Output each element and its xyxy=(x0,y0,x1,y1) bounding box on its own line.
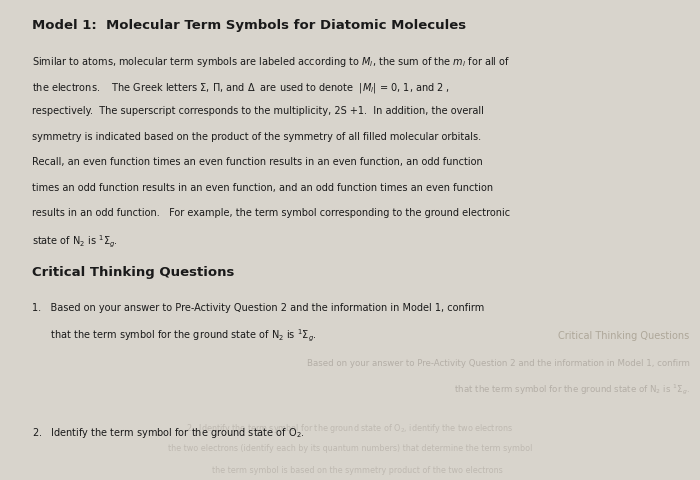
Text: the electrons.    The Greek letters $\Sigma$, $\Pi$, and $\Delta$  are used to d: the electrons. The Greek letters $\Sigma… xyxy=(32,81,449,95)
Text: 2.   Identify the term symbol for the ground state of O$_2$.: 2. Identify the term symbol for the grou… xyxy=(32,425,304,439)
Text: 2.  Identify the term symbol for the ground state of O$_2$, identify the two ele: 2. Identify the term symbol for the grou… xyxy=(186,421,514,434)
Text: Critical Thinking Questions: Critical Thinking Questions xyxy=(559,330,690,340)
Text: the term symbol is based on the symmetry product of the two electrons: the term symbol is based on the symmetry… xyxy=(197,465,503,474)
Text: Critical Thinking Questions: Critical Thinking Questions xyxy=(32,266,234,279)
Text: Similar to atoms, molecular term symbols are labeled according to $M_l$, the sum: Similar to atoms, molecular term symbols… xyxy=(32,55,510,69)
Text: state of N$_2$ is $^1\Sigma_g$.: state of N$_2$ is $^1\Sigma_g$. xyxy=(32,233,118,250)
Text: Recall, an even function times an even function results in an even function, an : Recall, an even function times an even f… xyxy=(32,157,482,167)
Text: times an odd function results in an even function, and an odd function times an : times an odd function results in an even… xyxy=(32,182,493,192)
Text: symmetry is indicated based on the product of the symmetry of all filled molecul: symmetry is indicated based on the produ… xyxy=(32,132,481,142)
Text: 1.   Based on your answer to Pre-Activity Question 2 and the information in Mode: 1. Based on your answer to Pre-Activity … xyxy=(32,302,484,312)
Text: the two electrons (identify each by its quantum numbers) that determine the term: the two electrons (identify each by its … xyxy=(168,443,532,452)
Text: that the term symbol for the ground state of N$_2$ is $^1\Sigma_g$.: that the term symbol for the ground stat… xyxy=(32,327,316,344)
Text: results in an odd function.   For example, the term symbol corresponding to the : results in an odd function. For example,… xyxy=(32,208,510,218)
Text: Based on your answer to Pre-Activity Question 2 and the information in Model 1, : Based on your answer to Pre-Activity Que… xyxy=(307,358,690,367)
Text: respectively.  The superscript corresponds to the multiplicity, 2S +1.  In addit: respectively. The superscript correspond… xyxy=(32,106,484,116)
Text: Model 1:  Molecular Term Symbols for Diatomic Molecules: Model 1: Molecular Term Symbols for Diat… xyxy=(32,19,466,32)
Text: that the term symbol for the ground state of N$_2$ is $^1\Sigma_g$.: that the term symbol for the ground stat… xyxy=(438,382,690,396)
